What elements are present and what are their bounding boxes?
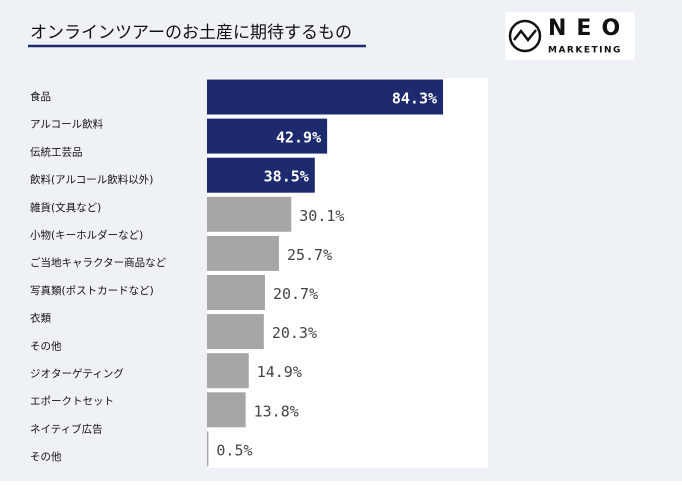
category-label: その他 [30,339,62,352]
category-label: ネイティブ広告 [30,422,103,435]
value-label: 25.7% [287,246,332,264]
category-label: 写真類(ポストカードなど) [30,284,154,297]
category-label: 飲料(アルコール飲料以外) [30,173,153,186]
bar [207,353,249,389]
category-label: その他 [30,450,62,463]
value-label: 0.5% [216,441,252,459]
value-label: 38.5% [264,168,309,186]
chart-title: オンラインツアーのお土産に期待するもの [30,23,352,43]
bar [207,314,264,350]
bar [207,157,315,193]
category-label: エポークトセット [30,396,114,408]
bar [207,392,246,428]
category-label: 小物(キーホルダーなど) [30,229,143,242]
category-label: 伝統工芸品 [30,145,83,158]
logo-name: NEO [548,16,630,41]
category-label: 衣類 [30,312,51,325]
value-label: 30.1% [299,207,344,225]
category-label: ジオターゲティング [30,367,124,380]
bar [207,79,444,115]
value-label: 20.7% [273,285,318,303]
value-label: 84.3% [392,90,437,108]
bar [207,235,279,271]
bar [207,196,292,232]
category-label: ご当地キャラクター商品など [30,256,167,269]
bar [207,118,328,154]
value-label: 20.3% [272,324,317,342]
logo-sub: MARKETING [548,46,622,56]
category-label: アルコール飲料 [30,118,104,131]
value-label: 14.9% [257,363,302,381]
category-label: 食品 [30,90,51,103]
logo-icon [508,19,542,53]
value-label: 13.8% [254,402,299,420]
bar [207,431,209,467]
category-label: 雑貨(文具など) [30,201,101,214]
bar [207,275,265,310]
value-label: 42.9% [276,129,321,147]
logo-icon-line [513,28,537,43]
